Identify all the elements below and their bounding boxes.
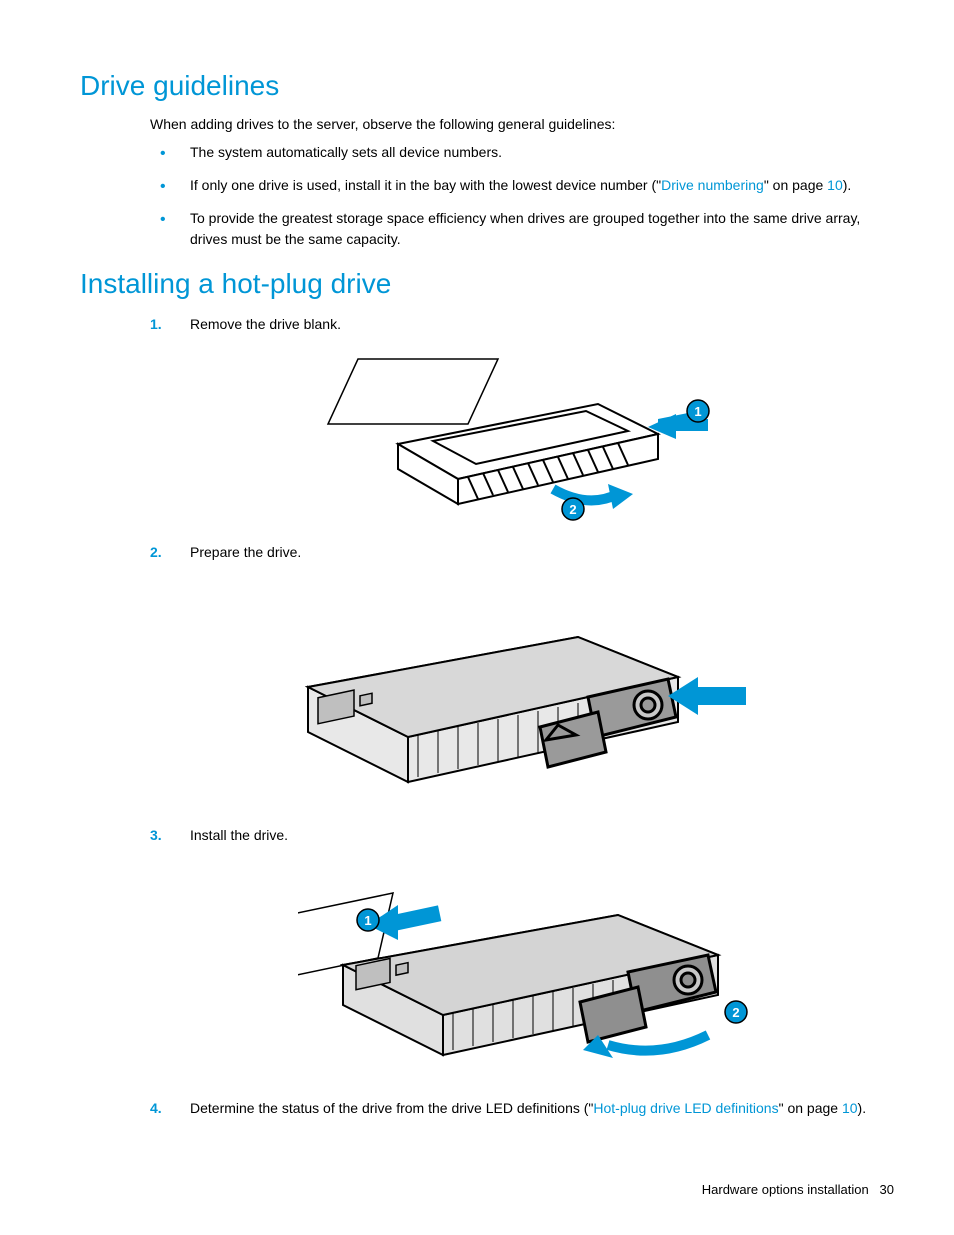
figure-prepare-drive <box>298 577 894 807</box>
callout-2: 2 <box>725 1001 747 1023</box>
step-item: Install the drive. <box>150 825 894 1080</box>
list-item: If only one drive is used, install it in… <box>150 175 894 196</box>
drive-install-svg: 1 2 <box>298 860 788 1080</box>
step-item: Remove the drive blank. <box>150 314 894 524</box>
pageref-link[interactable]: 10 <box>842 1100 858 1116</box>
bullet-text: To provide the greatest storage space ef… <box>190 210 860 247</box>
step-text: " on page <box>779 1100 842 1116</box>
page-footer: Hardware options installation 30 <box>702 1182 894 1197</box>
install-steps: Remove the drive blank. <box>150 314 894 1119</box>
list-item: The system automatically sets all device… <box>150 142 894 163</box>
xref-link[interactable]: Drive numbering <box>661 177 764 193</box>
callout-2: 2 <box>562 498 584 520</box>
heading-installing-hotplug: Installing a hot-plug drive <box>80 268 894 300</box>
step-item: Determine the status of the drive from t… <box>150 1098 894 1119</box>
bullet-text: The system automatically sets all device… <box>190 144 502 160</box>
callout-1: 1 <box>357 909 379 931</box>
bullet-text: If only one drive is used, install it in… <box>190 177 661 193</box>
svg-text:1: 1 <box>364 913 371 928</box>
footer-section: Hardware options installation <box>702 1182 869 1197</box>
figure-install-drive: 1 2 <box>298 860 894 1080</box>
bullet-text: " on page <box>764 177 827 193</box>
xref-link[interactable]: Hot-plug drive LED definitions <box>593 1100 778 1116</box>
step-text: Determine the status of the drive from t… <box>190 1100 593 1116</box>
step-text: Prepare the drive. <box>190 544 301 560</box>
step-text: ). <box>858 1100 867 1116</box>
svg-text:2: 2 <box>732 1005 739 1020</box>
svg-text:1: 1 <box>694 404 701 419</box>
heading-drive-guidelines: Drive guidelines <box>80 70 894 102</box>
list-item: To provide the greatest storage space ef… <box>150 208 894 250</box>
guidelines-list: The system automatically sets all device… <box>150 142 894 250</box>
bullet-text: ). <box>843 177 852 193</box>
intro-text: When adding drives to the server, observ… <box>150 116 894 132</box>
step-text: Remove the drive blank. <box>190 316 341 332</box>
footer-page: 30 <box>880 1182 894 1197</box>
figure-remove-blank: 1 2 <box>298 349 894 524</box>
step-text: Install the drive. <box>190 827 288 843</box>
callout-1: 1 <box>687 400 709 422</box>
step-item: Prepare the drive. <box>150 542 894 807</box>
pageref-link[interactable]: 10 <box>827 177 843 193</box>
svg-text:2: 2 <box>569 502 576 517</box>
drive-blank-svg: 1 2 <box>298 349 718 524</box>
drive-prepare-svg <box>298 577 778 807</box>
